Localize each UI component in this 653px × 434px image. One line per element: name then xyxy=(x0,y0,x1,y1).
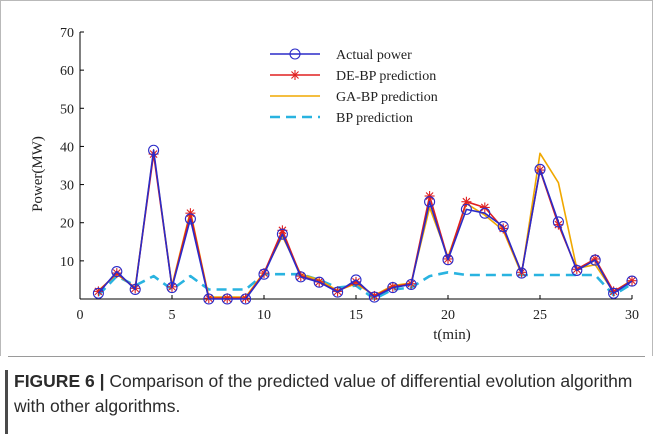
legend-circle-marker xyxy=(289,48,301,60)
de-bp-point-stroke xyxy=(462,197,471,206)
de-bp-point xyxy=(185,208,196,219)
x-tick-label: 15 xyxy=(349,308,363,323)
actual-power-point xyxy=(92,287,104,299)
actual-power-point xyxy=(442,254,454,266)
actual-power-point xyxy=(368,291,380,303)
y-tick-label: 10 xyxy=(60,255,74,270)
de-bp-point-stroke xyxy=(425,192,434,200)
de-bp-point-stroke xyxy=(186,209,195,218)
actual-power-point xyxy=(276,228,288,240)
y-tick-label: 40 xyxy=(60,140,74,155)
legend-label-1: DE-BP prediction xyxy=(336,69,436,84)
actual-power-point xyxy=(350,274,362,286)
chart-legend: Actual power DE-BP prediction GA-BP predic… xyxy=(270,48,438,126)
y-tick-label: 50 xyxy=(60,102,74,117)
series-line-3 xyxy=(97,270,633,301)
actual-power-point xyxy=(166,282,178,294)
x-tick-label: 25 xyxy=(533,308,547,323)
actual-power-point xyxy=(479,207,491,219)
figure-caption-text: Comparison of the predicted value of dif… xyxy=(14,371,633,416)
frame-top-border xyxy=(0,0,653,1)
x-tick-label: 30 xyxy=(625,308,639,323)
de-bp-point xyxy=(369,290,380,301)
chart-ticks: 0 5 10 15 20 25 30 10 20 30 40 50 60 70 xyxy=(60,26,639,323)
caption-divider xyxy=(8,356,645,357)
actual-power-point xyxy=(460,203,472,215)
legend-label-3: BP prediction xyxy=(336,111,413,126)
actual-power-point xyxy=(516,267,528,279)
actual-power-point xyxy=(313,276,325,288)
actual-power-point xyxy=(534,163,546,175)
x-tick-label: 5 xyxy=(169,308,176,323)
actual-power-point xyxy=(258,268,270,280)
actual-power-point xyxy=(129,283,141,296)
de-bp-point xyxy=(461,196,472,207)
x-tick-label: 20 xyxy=(441,308,455,323)
actual-power-point xyxy=(221,293,233,305)
de-bp-point-stroke xyxy=(370,292,379,300)
actual-power-point xyxy=(424,196,436,208)
actual-power-point xyxy=(552,216,564,228)
actual-power-point xyxy=(148,144,160,156)
x-tick-label: 10 xyxy=(257,308,271,323)
y-tick-label: 60 xyxy=(60,64,74,79)
actual-power-point xyxy=(626,275,638,287)
figure-label: FIGURE 6 | xyxy=(14,371,105,391)
actual-power-point xyxy=(571,264,583,276)
de-bp-point xyxy=(424,191,435,202)
actual-power-point xyxy=(240,293,252,305)
actual-power-point xyxy=(387,282,399,294)
y-tick-label: 30 xyxy=(60,179,74,194)
y-axis-label: Power(MW) xyxy=(30,136,46,212)
legend-label-2: GA-BP prediction xyxy=(336,90,438,105)
line-chart: 0 5 10 15 20 25 30 10 20 30 40 50 60 70 Actual power D… xyxy=(30,26,639,343)
actual-power-point xyxy=(111,265,123,278)
series-line-1 xyxy=(97,153,633,300)
legend-star-marker xyxy=(291,71,299,79)
actual-power-point xyxy=(405,278,417,291)
x-tick-label: 0 xyxy=(77,308,84,323)
figure-caption: FIGURE 6 | Comparison of the predicted v… xyxy=(14,369,634,419)
de-bp-point-stroke xyxy=(554,220,563,229)
actual-power-point xyxy=(589,254,601,266)
de-bp-point-stroke xyxy=(278,226,287,235)
chart-plot-area xyxy=(92,144,638,305)
series-line-0 xyxy=(97,149,633,300)
actual-power-point xyxy=(203,293,215,305)
actual-power-point xyxy=(184,213,196,225)
actual-power-point xyxy=(497,220,509,233)
actual-power-point xyxy=(608,287,620,299)
y-tick-label: 70 xyxy=(60,26,74,41)
de-bp-point-stroke xyxy=(480,203,489,212)
frame-left-border xyxy=(0,0,1,356)
x-axis-label: t(min) xyxy=(433,327,471,343)
de-bp-point xyxy=(479,202,490,213)
legend-label-0: Actual power xyxy=(336,48,412,63)
actual-power-point xyxy=(332,286,344,298)
y-tick-label: 20 xyxy=(60,217,74,232)
caption-accent-bar xyxy=(5,370,8,434)
actual-power-point xyxy=(295,271,307,283)
